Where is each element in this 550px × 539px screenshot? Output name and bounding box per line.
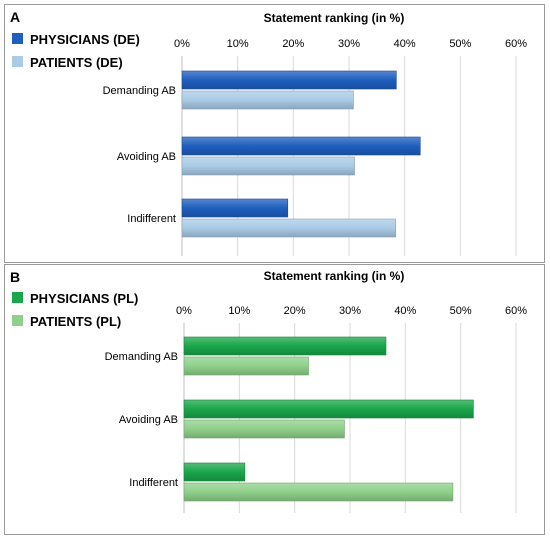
panel-b-bar-physicians xyxy=(183,462,246,482)
panel-a-legend-swatch-patients xyxy=(12,56,23,67)
panel-b-bar-patients xyxy=(183,419,345,439)
panel-b-legend-label-patients: PATIENTS (PL) xyxy=(30,314,121,329)
panel-a-bar-physicians xyxy=(181,70,397,90)
panel-b-bar-physicians xyxy=(183,336,387,356)
panel-b-bar-patients xyxy=(183,356,309,376)
panel-a-bar-patients xyxy=(181,218,397,238)
panel-b-tick-label: 30% xyxy=(339,305,361,317)
panel-b-tick-label: 20% xyxy=(284,305,306,317)
panel-b-bar-patients xyxy=(183,482,454,502)
panel-a-bar-physicians xyxy=(181,198,289,218)
panel-a-tick-label: 10% xyxy=(227,38,249,50)
panel-a-legend: PHYSICIANS (DE) PATIENTS (DE) xyxy=(12,32,140,70)
panel-a-category-label: Indifferent xyxy=(127,213,176,225)
panel-a-title: Statement ranking (in %) xyxy=(264,11,405,25)
panel-a-legend-label-patients: PATIENTS (DE) xyxy=(30,55,123,70)
panel-b-legend: PHYSICIANS (PL) PATIENTS (PL) xyxy=(12,291,138,329)
panel-a-tick-label: 20% xyxy=(282,38,304,50)
panel-a-category-label: Demanding AB xyxy=(103,85,176,97)
panel-a-tick-label: 60% xyxy=(505,38,527,50)
panel-b-title: Statement ranking (in %) xyxy=(264,269,405,283)
panel-b-plot: 0% 10% 20% 30% 40% 50% 60% Demanding AB Avoiding… xyxy=(105,305,527,513)
panel-b-letter: B xyxy=(10,269,20,285)
panel-b-tick-label: 0% xyxy=(176,305,192,317)
panel-a-letter: A xyxy=(10,9,20,25)
panel-b-tick-label: 40% xyxy=(394,305,416,317)
panel-a-tick-label: 40% xyxy=(394,38,416,50)
panel-a-tick-label: 30% xyxy=(338,38,360,50)
panel-b-category-label: Avoiding AB xyxy=(119,414,178,426)
panel-b-legend-swatch-patients xyxy=(12,315,23,326)
panel-b-category-label: Indifferent xyxy=(129,477,178,489)
panel-a-category-label: Avoiding AB xyxy=(117,151,176,163)
panel-a-tick-label: 50% xyxy=(449,38,471,50)
panel-b-tick-label: 50% xyxy=(450,305,472,317)
panel-b-category-label: Demanding AB xyxy=(105,351,178,363)
panel-a-legend-swatch-physicians xyxy=(12,33,23,44)
panel-b: B Statement ranking (in %) PHYSICIANS (P… xyxy=(4,264,545,535)
panel-a-tick-label: 0% xyxy=(174,38,190,50)
panel-b-bar-physicians xyxy=(183,399,474,419)
panel-b-tick-label: 60% xyxy=(505,305,527,317)
panel-a-plot: 0% 10% 20% 30% 40% 50% 60% Demanding AB Avoiding… xyxy=(103,38,527,256)
panel-b-legend-label-physicians: PHYSICIANS (PL) xyxy=(30,291,138,306)
panel-a-bar-patients xyxy=(181,156,355,176)
panel-a-bar-physicians xyxy=(181,136,421,156)
panel-a-legend-label-physicians: PHYSICIANS (DE) xyxy=(30,32,140,47)
panel-a: A Statement ranking (in %) PHYSICIANS (D… xyxy=(4,4,545,263)
panel-a-bar-patients xyxy=(181,90,354,110)
panel-b-legend-swatch-physicians xyxy=(12,292,23,303)
panel-b-tick-label: 10% xyxy=(228,305,250,317)
